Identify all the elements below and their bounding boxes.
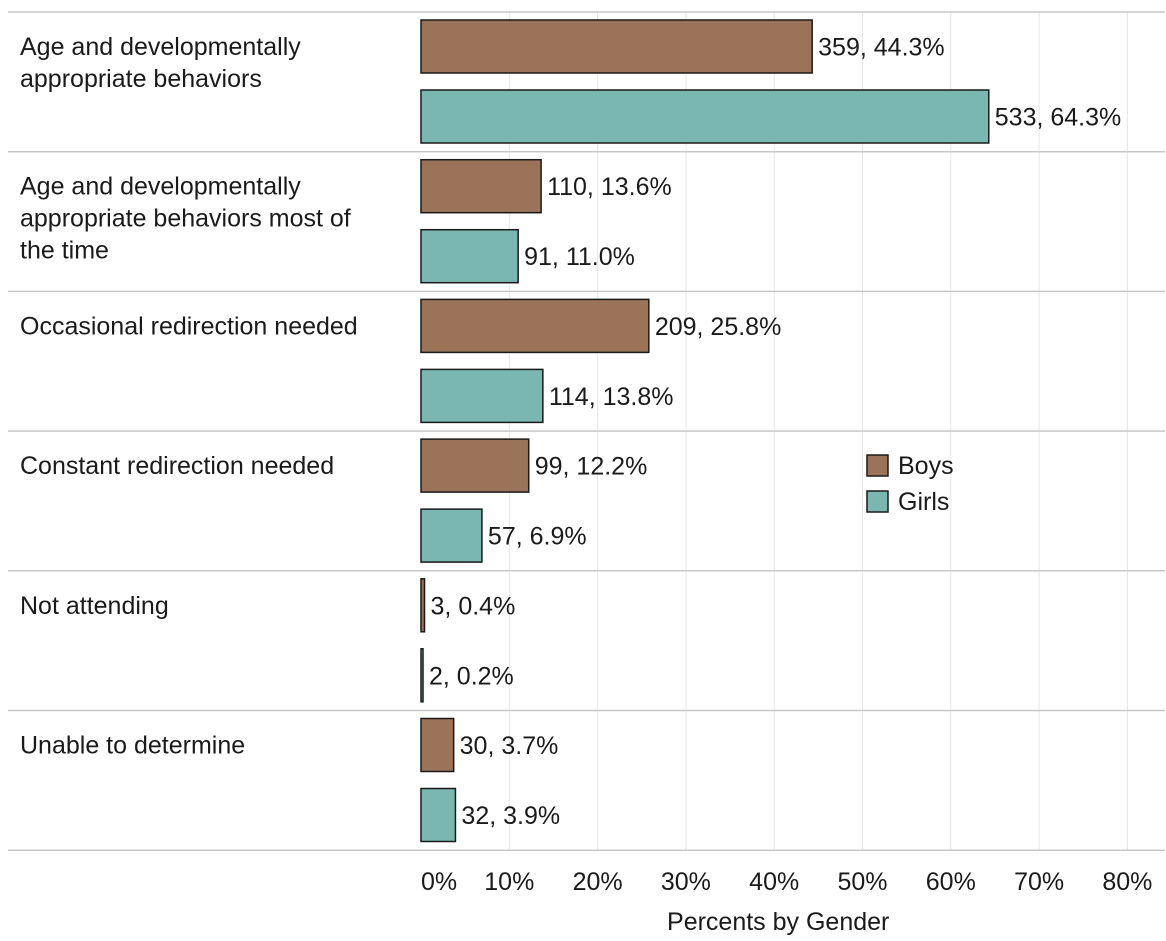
bar-girls — [420, 787, 457, 843]
x-tick-label: 30% — [661, 868, 711, 896]
category-label-line: Occasional redirection needed — [20, 312, 358, 340]
x-tick-label: 60% — [926, 868, 976, 896]
x-tick-label: 20% — [573, 868, 623, 896]
bar-girls — [420, 368, 544, 424]
data-label: 99, 12.2% — [535, 453, 648, 481]
legend-swatch-girls — [866, 490, 889, 513]
bar-boys — [420, 438, 530, 493]
category-label-line: Constant redirection needed — [20, 452, 334, 480]
category-label: Age and developmentally appropriate behav… — [20, 33, 301, 93]
data-label: 359, 44.3% — [818, 34, 945, 62]
bar-girls — [420, 89, 990, 144]
category-label-line: the time — [20, 237, 109, 265]
legend: Boys Girls — [866, 452, 954, 516]
category-label-line: appropriate behaviors most of — [20, 205, 351, 233]
x-tick-label: 70% — [1014, 868, 1064, 896]
data-label: 533, 64.3% — [995, 104, 1122, 132]
bar-girls — [420, 228, 519, 284]
data-label: 114, 13.8% — [549, 383, 674, 411]
category-label: Not attending — [20, 592, 169, 620]
bars — [420, 19, 990, 843]
x-tick-label: 80% — [1102, 868, 1152, 896]
x-axis-ticks: 0% 10% 20% 30% 40% 50% 60% 70% 80% — [421, 868, 1152, 896]
legend-swatch-boys — [866, 454, 889, 477]
category-labels: Age and developmentally appropriate behav… — [20, 33, 358, 760]
legend-label-girls: Girls — [898, 488, 949, 516]
data-label: 2, 0.2% — [429, 662, 514, 690]
bar-boys — [420, 158, 542, 214]
bar-girls — [420, 508, 483, 563]
category-label-line: Unable to determine — [20, 732, 245, 760]
data-label: 91, 11.0% — [524, 243, 635, 271]
x-tick-label: 50% — [837, 868, 887, 896]
data-label: 30, 3.7% — [460, 732, 559, 760]
category-label-line: Age and developmentally — [20, 173, 301, 201]
category-label: Age and developmentally appropriate behav… — [20, 173, 351, 265]
data-label: 209, 25.8% — [655, 313, 782, 341]
data-label: 57, 6.9% — [488, 523, 587, 551]
data-label: 110, 13.6% — [547, 173, 672, 201]
bar-girls — [420, 648, 424, 703]
bar-boys — [420, 717, 455, 773]
bar-boys — [420, 298, 650, 354]
x-tick-label: 40% — [749, 868, 799, 896]
x-axis-title: Percents by Gender — [667, 908, 889, 936]
bar-boys — [420, 19, 813, 74]
category-label-line: Age and developmentally — [20, 33, 301, 61]
x-tick-label: 10% — [484, 868, 534, 896]
row-separators — [8, 11, 1165, 851]
x-tick-label: 0% — [421, 868, 457, 896]
bar-boys — [420, 578, 426, 633]
data-labels: 359, 44.3% 533, 64.3% 110, 13.6% 91, 11.0% 2… — [429, 34, 1121, 831]
data-label: 3, 0.4% — [431, 592, 516, 620]
data-label: 32, 3.9% — [461, 802, 560, 830]
category-label: Occasional redirection needed — [20, 312, 358, 340]
legend-label-boys: Boys — [898, 452, 954, 480]
category-label: Constant redirection needed — [20, 452, 334, 480]
category-label-line: Not attending — [20, 592, 169, 620]
category-label: Unable to determine — [20, 732, 245, 760]
category-label-line: appropriate behaviors — [20, 65, 262, 93]
